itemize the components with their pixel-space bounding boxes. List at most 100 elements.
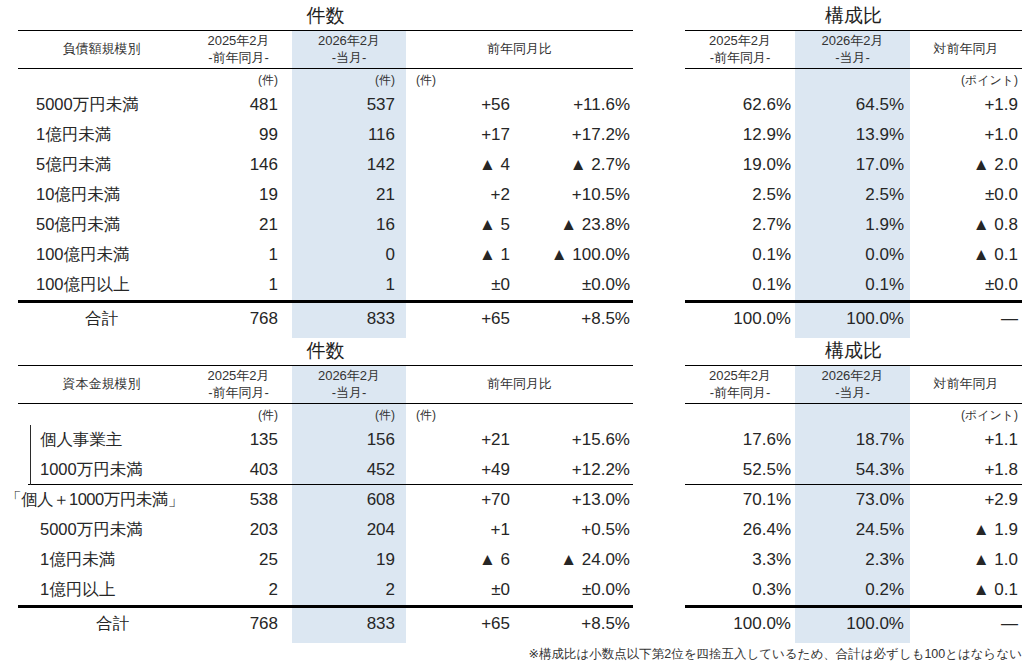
prev-month-value: 25 [185, 550, 292, 570]
unit-row: (件) (件) (件) [18, 404, 633, 425]
current-month-value: 2 [292, 580, 406, 600]
footnote: ※構成比は小数点以下第2位を四捨五入しているため、合計は必ずしも100とはならな… [528, 646, 1022, 663]
col-header-prev-month: 2025年2月 -前年同月- [185, 33, 292, 67]
col-header-cur-month-line1: 2026年2月 [795, 33, 910, 50]
col-header-prev-month: 2025年2月 -前年同月- [185, 368, 292, 402]
table-row: 0.1%0.1%±0.0 [685, 270, 1022, 300]
col-header-prev-month-line2: -前年同月- [185, 50, 292, 67]
debt-ratio-rows: 62.6%64.5%+1.912.9%13.9%+1.019.0%17.0%▲ … [685, 90, 1022, 300]
row-label: 1000万円未満 [18, 459, 185, 481]
current-month-share: 2.5% [795, 185, 910, 205]
prev-month-value: 146 [185, 155, 292, 175]
prev-month-share: 70.1% [685, 490, 795, 510]
debt-count-rows: 5000万円未満481537+56+11.6%1億円未満99116+17+17.… [18, 90, 633, 300]
yoy-diff-value: ▲ 5 [406, 215, 518, 235]
col-header-cur-month: 2026年2月 -当月- [292, 368, 406, 402]
table-row: 17.6%18.7%+1.1 [685, 425, 1022, 455]
prev-month-value: 1 [185, 275, 292, 295]
capital-count-rows: 個人事業主135156+21+15.6%1000万円未満403452+49+12… [18, 425, 633, 605]
total-row: 100.0% 100.0% — [685, 300, 1022, 334]
prev-month-value: 768 [185, 614, 292, 634]
table-title-ratio: 構成比 [685, 337, 1022, 366]
current-month-value: 116 [292, 125, 406, 145]
row-label: 1億円未満 [18, 549, 185, 571]
row-label: 1億円未満 [18, 124, 185, 146]
current-month-value: 21 [292, 185, 406, 205]
unit-label: (件) [185, 407, 292, 424]
total-row: 合計 768 833 +65 +8.5% [18, 605, 633, 639]
yoy-pct-value: +12.2% [518, 460, 633, 480]
share-diff-value: ±0.0 [910, 185, 1022, 205]
yoy-pct-value: ▲ 2.7% [518, 155, 633, 175]
row-label: 50億円未満 [18, 214, 185, 236]
table-row: 1億円未満2519▲ 6▲ 24.0% [18, 545, 633, 575]
row-label: 5000万円未満 [18, 519, 185, 541]
current-month-value: 156 [292, 430, 406, 450]
current-month-share: 54.3% [795, 460, 910, 480]
unit-row: (ポイント) [685, 69, 1022, 90]
current-month-share: 24.5% [795, 520, 910, 540]
current-month-share: 18.7% [795, 430, 910, 450]
prev-month-share: 100.0% [685, 309, 795, 329]
share-diff-value: ▲ 0.1 [910, 245, 1022, 265]
current-month-share: 0.1% [795, 275, 910, 295]
share-diff-value: — [910, 309, 1022, 329]
table-row: 70.1%73.0%+2.9 [685, 485, 1022, 515]
prev-month-share: 52.5% [685, 460, 795, 480]
row-label: 10億円未満 [18, 184, 185, 206]
total-label: 合計 [18, 613, 185, 635]
row-label: 個人事業主 [18, 429, 185, 451]
current-month-share: 64.5% [795, 95, 910, 115]
unit-label: (件) [406, 72, 518, 89]
current-month-value: 537 [292, 95, 406, 115]
table-row: 2.7%1.9%▲ 0.8 [685, 210, 1022, 240]
yoy-pct-value: +10.5% [518, 185, 633, 205]
share-diff-value: +1.8 [910, 460, 1022, 480]
prev-month-share: 2.5% [685, 185, 795, 205]
prev-month-share: 12.9% [685, 125, 795, 145]
unit-row: (ポイント) [685, 404, 1022, 425]
col-header-prev-month-line1: 2025年2月 [685, 368, 795, 385]
total-row: 合計 768 833 +65 +8.5% [18, 300, 633, 334]
yoy-pct-value: +15.6% [518, 430, 633, 450]
row-label: 100億円未満 [18, 244, 185, 266]
share-diff-value: ▲ 1.0 [910, 550, 1022, 570]
table-title-count: 件数 [18, 2, 633, 31]
table-row: 5億円未満146142▲ 4▲ 2.7% [18, 150, 633, 180]
current-month-share: 2.3% [795, 550, 910, 570]
share-diff-value: ▲ 0.8 [910, 215, 1022, 235]
unit-label: (件) [292, 72, 406, 89]
table-row: 19.0%17.0%▲ 2.0 [685, 150, 1022, 180]
group-bracket [30, 425, 31, 485]
report-page: 件数 負債額規模別 2025年2月 -前年同月- 2026年2月 -当月- 前年… [0, 0, 1035, 669]
share-diff-value: +1.9 [910, 95, 1022, 115]
table-row: 0.3%0.2%▲ 0.1 [685, 575, 1022, 605]
col-header-prev-month: 2025年2月 -前年同月- [685, 33, 795, 67]
table-row: 5000万円未満203204+1+0.5% [18, 515, 633, 545]
prev-month-value: 2 [185, 580, 292, 600]
table-row: 12.9%13.9%+1.0 [685, 120, 1022, 150]
yoy-diff-value: +49 [406, 460, 518, 480]
col-header-cur-month: 2026年2月 -当月- [795, 33, 910, 67]
unit-label: (件) [185, 72, 292, 89]
col-header-cur-month-line2: -当月- [795, 385, 910, 402]
share-diff-value: ▲ 0.1 [910, 580, 1022, 600]
current-month-share: 0.2% [795, 580, 910, 600]
table-row: 10億円未満1921+2+10.5% [18, 180, 633, 210]
row-header-label: 負債額規模別 [18, 41, 185, 58]
table-title-ratio: 構成比 [685, 2, 1022, 31]
yoy-pct-value: ±0.0% [518, 580, 633, 600]
prev-month-value: 1 [185, 245, 292, 265]
col-header-cur-month-line2: -当月- [795, 50, 910, 67]
capital-count-table: 件数 資本金規模別 2025年2月 -前年同月- 2026年2月 -当月- 前年… [18, 337, 633, 639]
prev-month-share: 17.6% [685, 430, 795, 450]
yoy-pct-value: ▲ 23.8% [518, 215, 633, 235]
unit-label: (ポイント) [910, 407, 1022, 424]
yoy-diff-value: ▲ 6 [406, 550, 518, 570]
prev-month-value: 21 [185, 215, 292, 235]
total-label: 合計 [18, 308, 185, 330]
yoy-diff-value: +65 [406, 614, 518, 634]
current-month-share: 13.9% [795, 125, 910, 145]
col-header-cur-month-line2: -当月- [292, 385, 406, 402]
yoy-pct-value: +8.5% [518, 309, 633, 329]
